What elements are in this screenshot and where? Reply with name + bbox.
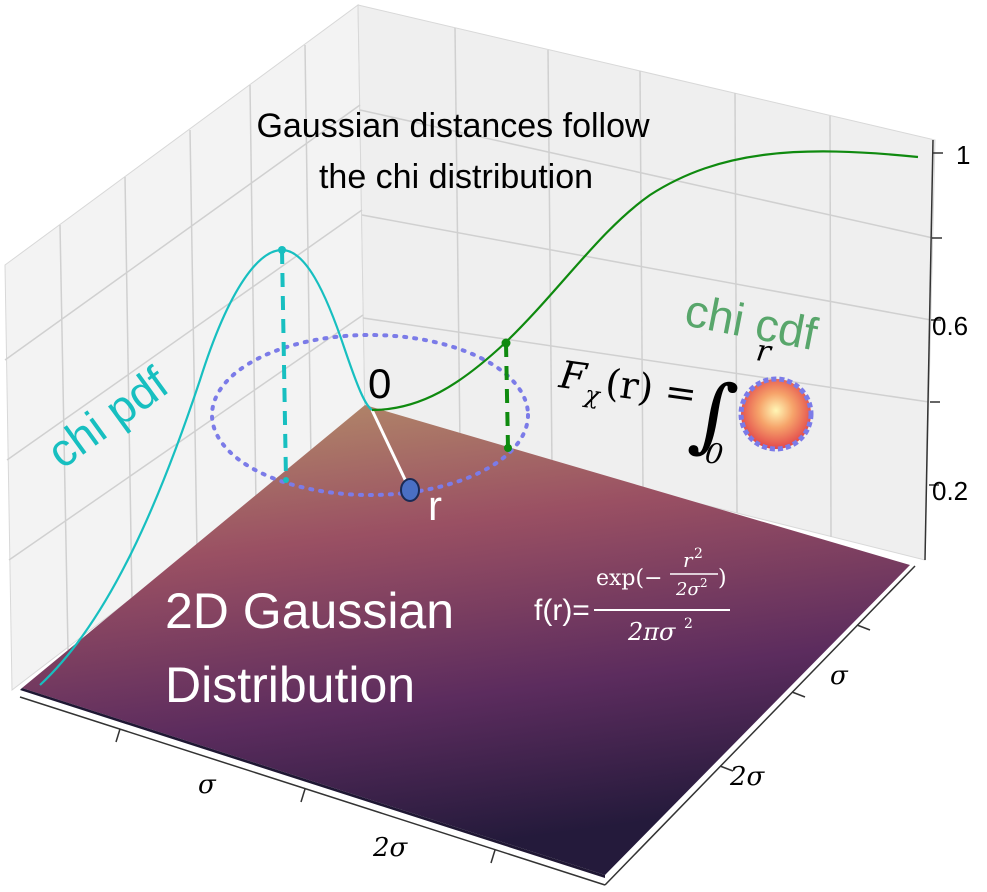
z-axis xyxy=(924,139,934,561)
density-formula-den-sup: 2 xyxy=(684,616,693,632)
gaussian-ball-icon xyxy=(738,376,814,452)
surface-edge-shade xyxy=(20,688,605,878)
pdf-peak-point xyxy=(278,246,286,254)
density-formula-num-r-sup: 2 xyxy=(694,546,703,562)
origin-label: 0 xyxy=(368,360,391,407)
y-axis-ticks xyxy=(719,624,871,772)
y-tick-2sigma: 2σ xyxy=(729,762,766,792)
z-tick-0-6: 0.6 xyxy=(932,311,968,341)
surface-label-line1: 2D Gaussian xyxy=(165,583,454,639)
z-tick-1: 1 xyxy=(956,140,970,170)
y-tick-sigma: σ xyxy=(830,661,849,691)
pdf-dashed-drop xyxy=(280,249,288,481)
radius-point xyxy=(400,478,420,502)
gaussian-surface xyxy=(22,405,910,875)
density-formula-num-exp: exp(− xyxy=(596,566,663,591)
x-axis-ticks xyxy=(115,728,496,864)
density-formula-num-r: r xyxy=(683,548,694,572)
density-formula-num-den-sup: 2 xyxy=(700,576,708,590)
surface-label-line2: Distribution xyxy=(165,657,415,713)
cdf-point xyxy=(501,338,511,348)
density-formula-lhs: f(r)= xyxy=(534,594,590,627)
floor-axes xyxy=(19,565,916,886)
density-formula-num-den: 2σ xyxy=(675,579,700,600)
right-pane-grid xyxy=(359,27,934,538)
chi-cdf-curve xyxy=(371,150,919,412)
pdf-foot-point xyxy=(283,477,289,483)
cdf-formula-subscript: χ xyxy=(581,380,603,410)
left-pane-grid xyxy=(4,44,364,651)
radius-label: r xyxy=(428,482,442,529)
z-tick-0-2: 0.2 xyxy=(932,476,968,506)
density-formula-num-close: ) xyxy=(718,566,727,591)
cdf-foot-point xyxy=(504,444,512,452)
density-formula: f(r)= exp(− r 2 2σ 2 ) 2πσ 2 xyxy=(534,546,730,646)
radius-circle xyxy=(210,333,530,497)
chi-pdf-curve xyxy=(39,248,373,686)
diagram-title-line1: Gaussian distances follow xyxy=(256,107,650,145)
density-formula-den: 2πσ xyxy=(627,618,676,646)
x-tick-sigma: σ xyxy=(198,770,217,800)
x-tick-2sigma: 2σ xyxy=(372,833,409,863)
radius-line xyxy=(370,409,412,491)
cdf-dashed-drop xyxy=(504,342,510,449)
z-axis-ticks xyxy=(929,152,943,486)
cdf-formula-lower: 0 xyxy=(703,436,725,471)
diagram-title-line2: the chi distribution xyxy=(319,158,593,196)
